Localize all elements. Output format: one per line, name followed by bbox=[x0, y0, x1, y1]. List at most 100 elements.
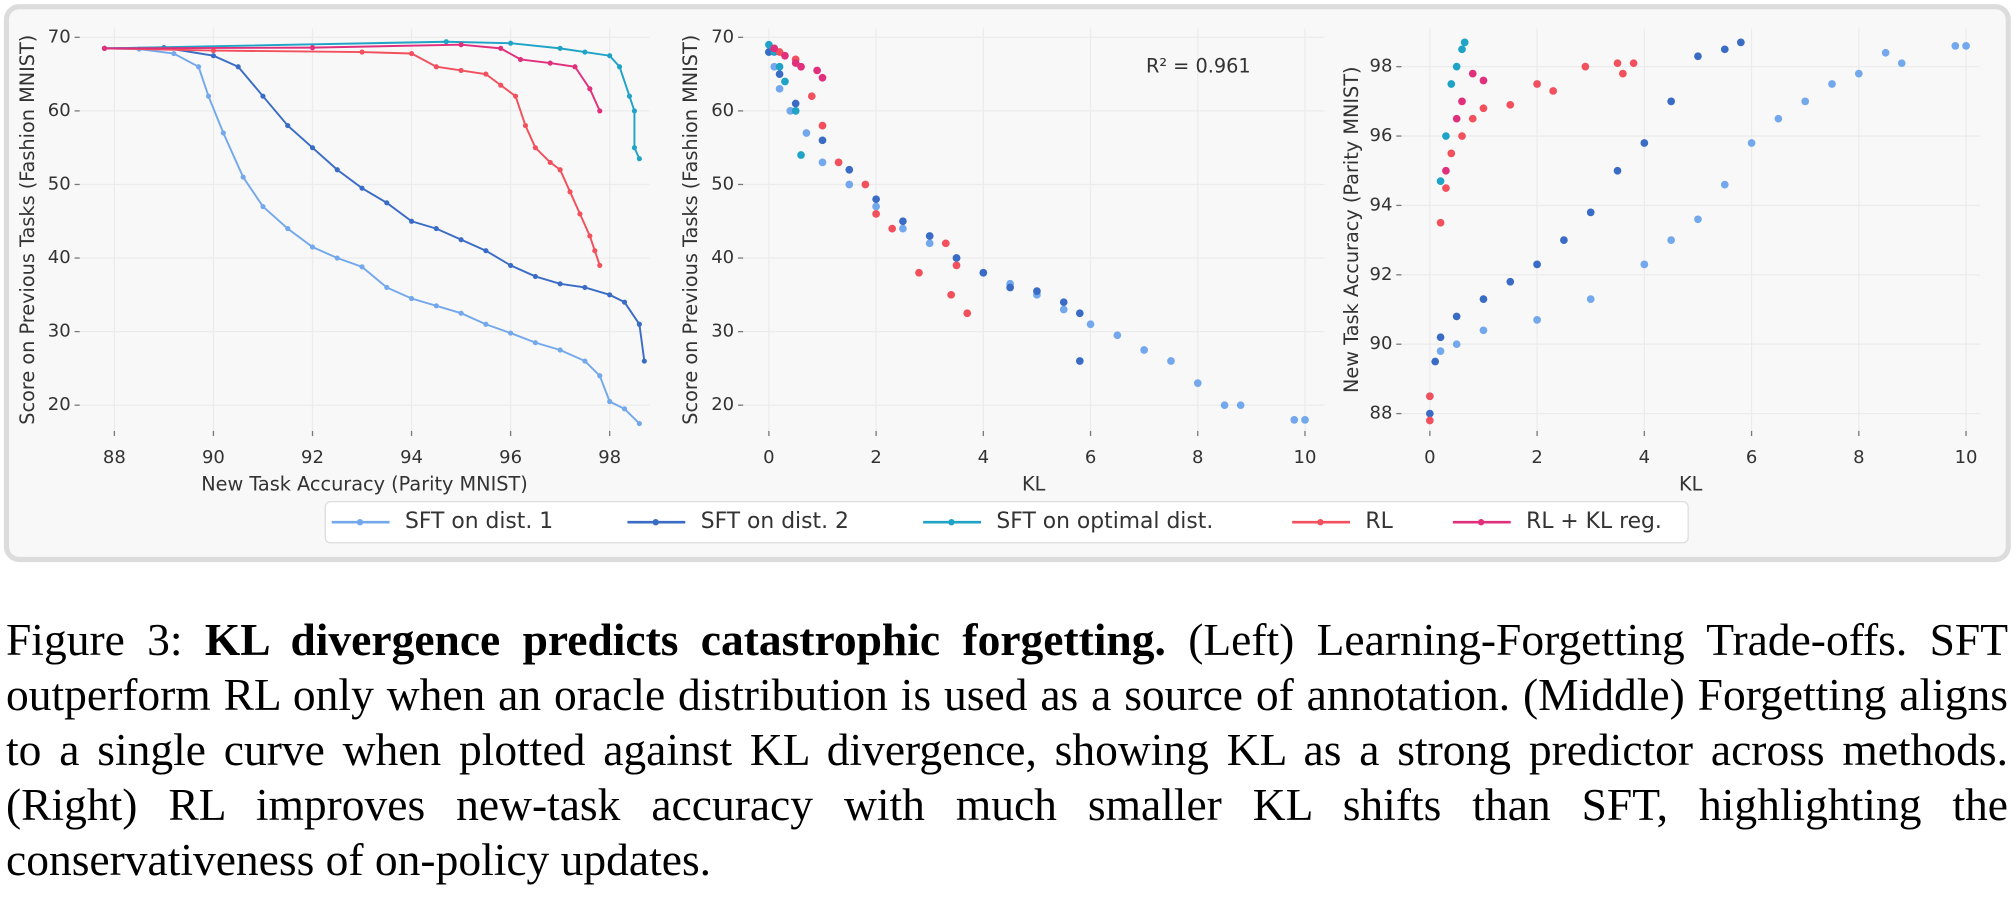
point bbox=[1167, 357, 1175, 365]
point bbox=[334, 167, 340, 173]
point bbox=[1694, 215, 1702, 224]
point bbox=[952, 254, 961, 262]
point bbox=[1086, 320, 1095, 329]
point bbox=[443, 39, 449, 45]
point bbox=[781, 51, 789, 60]
x-tick-label: 4 bbox=[1639, 447, 1650, 468]
point bbox=[309, 244, 316, 250]
point bbox=[483, 71, 489, 77]
point bbox=[1447, 149, 1456, 158]
point bbox=[572, 64, 578, 70]
point bbox=[818, 136, 827, 145]
point bbox=[915, 268, 923, 277]
line bbox=[104, 47, 601, 266]
point bbox=[260, 203, 266, 210]
point bbox=[813, 66, 821, 75]
point bbox=[597, 262, 603, 268]
point bbox=[483, 248, 489, 254]
point bbox=[872, 202, 880, 211]
point bbox=[631, 108, 637, 114]
point bbox=[1549, 87, 1558, 95]
x-tick-label: 0 bbox=[763, 447, 774, 468]
point bbox=[1431, 357, 1440, 366]
point bbox=[1962, 41, 1970, 50]
point bbox=[1436, 333, 1445, 342]
point bbox=[1468, 114, 1477, 123]
point bbox=[770, 44, 779, 53]
point bbox=[1479, 76, 1488, 85]
point bbox=[1075, 357, 1084, 365]
point bbox=[171, 50, 177, 57]
point bbox=[359, 49, 365, 55]
caption-text: (Left) Learning-Forgetting Trade-offs. S… bbox=[6, 614, 2009, 885]
point bbox=[517, 56, 524, 62]
legend-marker bbox=[948, 519, 955, 526]
point bbox=[845, 165, 854, 174]
point bbox=[1452, 114, 1461, 123]
line bbox=[104, 46, 646, 362]
point bbox=[1720, 45, 1729, 54]
point bbox=[1458, 132, 1466, 140]
point bbox=[547, 159, 553, 165]
point bbox=[1290, 416, 1299, 424]
point bbox=[1854, 69, 1863, 78]
point bbox=[1460, 38, 1469, 47]
point bbox=[797, 62, 805, 71]
point bbox=[775, 84, 784, 93]
x-tick-label: 98 bbox=[598, 447, 621, 468]
y-tick-label: 90 bbox=[1370, 333, 1393, 354]
legend-label: SFT on dist. 2 bbox=[701, 509, 849, 534]
point bbox=[1619, 69, 1627, 78]
y-axis-label: New Task Accuracy (Parity MNIST) bbox=[1340, 66, 1363, 393]
point bbox=[899, 224, 907, 233]
point bbox=[1613, 166, 1622, 175]
x-tick-label: 2 bbox=[870, 447, 881, 468]
point bbox=[1667, 236, 1675, 244]
point bbox=[260, 93, 266, 99]
point bbox=[408, 50, 415, 57]
point bbox=[458, 310, 464, 316]
point bbox=[512, 93, 519, 99]
point bbox=[845, 180, 854, 189]
point bbox=[309, 145, 316, 151]
point bbox=[483, 321, 489, 327]
legend-label: RL + KL reg. bbox=[1526, 509, 1662, 534]
point bbox=[621, 406, 628, 412]
point bbox=[775, 70, 784, 78]
legend-marker bbox=[1317, 519, 1324, 526]
point bbox=[1236, 401, 1245, 410]
point bbox=[1425, 416, 1434, 425]
point bbox=[458, 42, 464, 48]
x-tick-label: 8 bbox=[1853, 447, 1864, 468]
y-axis-label: Score on Previous Tasks (Fashion MNIST) bbox=[679, 35, 702, 425]
x-axis-label: New Task Accuracy (Parity MNIST) bbox=[201, 472, 528, 495]
x-axis-label: KL bbox=[1022, 472, 1046, 495]
x-tick-label: 94 bbox=[400, 447, 423, 468]
y-tick-label: 30 bbox=[711, 321, 734, 342]
point bbox=[1533, 80, 1541, 88]
point bbox=[547, 60, 553, 66]
point bbox=[220, 130, 226, 136]
point bbox=[963, 309, 972, 318]
point bbox=[1442, 132, 1450, 140]
point bbox=[567, 189, 573, 195]
point bbox=[1075, 309, 1084, 318]
point bbox=[636, 321, 642, 327]
x-tick-label: 6 bbox=[1746, 447, 1757, 468]
caption-label: Figure 3: bbox=[6, 614, 183, 665]
point bbox=[1452, 62, 1461, 71]
point bbox=[1640, 260, 1649, 269]
point bbox=[1747, 139, 1756, 147]
point bbox=[557, 45, 563, 51]
point bbox=[582, 49, 588, 55]
point bbox=[1033, 287, 1041, 296]
y-tick-label: 70 bbox=[48, 26, 71, 47]
y-tick-label: 60 bbox=[711, 100, 734, 121]
point bbox=[359, 264, 365, 270]
point bbox=[636, 421, 642, 427]
point bbox=[834, 158, 843, 167]
point bbox=[557, 347, 563, 353]
